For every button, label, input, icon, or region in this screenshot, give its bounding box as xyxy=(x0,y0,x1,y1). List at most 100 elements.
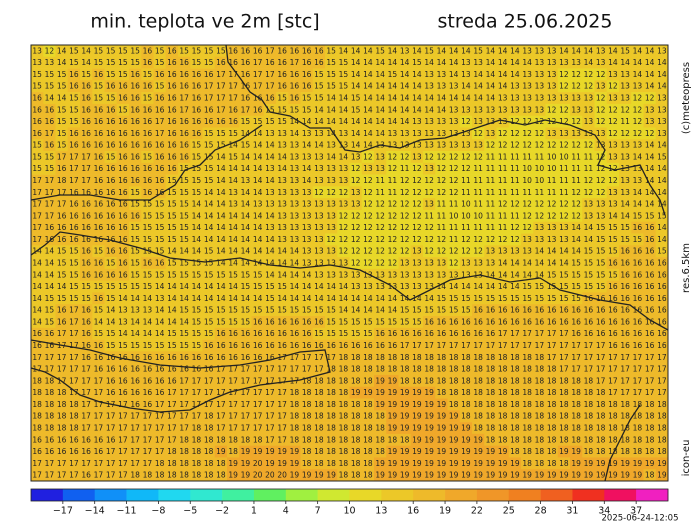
cell-value: 15 xyxy=(241,141,251,150)
colorbar-label: 31 xyxy=(566,506,578,517)
cell-value: 10 xyxy=(461,200,471,209)
cell-bg xyxy=(263,56,277,69)
cell-value: 15 xyxy=(253,306,263,315)
cell-value: 19 xyxy=(559,471,569,480)
cell-bg xyxy=(423,56,436,69)
cell-value: 18 xyxy=(547,365,557,374)
cell-value: 18 xyxy=(45,376,55,385)
cell-value: 16 xyxy=(106,223,116,232)
cell-value: 18 xyxy=(547,459,557,468)
cell-value: 17 xyxy=(94,459,104,468)
cell-value: 14 xyxy=(216,235,226,244)
cell-bg xyxy=(239,103,252,117)
cell-value: 16 xyxy=(228,58,238,67)
colorbar-segment xyxy=(94,489,127,501)
cell-value: 11 xyxy=(449,200,459,209)
cell-value: 14 xyxy=(216,247,226,256)
cell-value: 18 xyxy=(584,388,594,397)
cell-value: 14 xyxy=(290,294,300,303)
cell-value: 13 xyxy=(584,105,594,114)
cell-value: 11 xyxy=(510,164,520,173)
cell-value: 15 xyxy=(620,223,630,232)
cell-value: 19 xyxy=(620,459,630,468)
cell-value: 15 xyxy=(400,306,410,315)
cell-value: 19 xyxy=(437,423,447,432)
cell-bg xyxy=(43,80,56,93)
cell-value: 15 xyxy=(437,306,447,315)
cell-value: 17 xyxy=(216,400,226,409)
cell-value: 15 xyxy=(69,94,79,103)
cell-value: 12 xyxy=(461,235,471,244)
model: icon-eu xyxy=(681,440,692,477)
cell-value: 17 xyxy=(228,412,238,421)
cell-bg xyxy=(276,80,289,93)
cell-value: 18 xyxy=(535,400,545,409)
cell-value: 19 xyxy=(486,459,496,468)
cell-value: 13 xyxy=(326,141,336,150)
cell-value: 12 xyxy=(351,211,361,220)
cell-value: 15 xyxy=(204,129,214,138)
cell-value: 19 xyxy=(510,459,520,468)
cell-value: 15 xyxy=(351,105,361,114)
cell-value: 12 xyxy=(424,176,434,185)
cell-value: 18 xyxy=(498,400,508,409)
cell-value: 18 xyxy=(363,353,373,362)
cell-bg xyxy=(288,56,301,69)
cell-value: 14 xyxy=(633,70,643,79)
cell-value: 17 xyxy=(216,376,226,385)
cell-bg xyxy=(55,103,69,117)
cell-value: 12 xyxy=(522,141,532,150)
cell-value: 12 xyxy=(535,211,545,220)
cell-value: 12 xyxy=(559,141,569,150)
cell-value: 17 xyxy=(547,329,557,338)
cell-value: 13 xyxy=(265,200,275,209)
cell-value: 10 xyxy=(547,164,557,173)
cell-value: 18 xyxy=(522,388,532,397)
cell-value: 16 xyxy=(216,341,226,350)
cell-bg xyxy=(349,103,363,117)
cell-value: 16 xyxy=(228,353,238,362)
cell-value: 14 xyxy=(486,58,496,67)
cell-value: 17 xyxy=(216,82,226,91)
cell-value: 16 xyxy=(118,270,128,279)
cell-value: 11 xyxy=(461,223,471,232)
cell-value: 16 xyxy=(155,176,165,185)
cell-value: 15 xyxy=(216,46,226,55)
cell-value: 16 xyxy=(473,306,483,315)
cell-value: 14 xyxy=(81,46,91,55)
cell-value: 15 xyxy=(204,176,214,185)
cell-bg xyxy=(312,56,326,69)
cell-value: 12 xyxy=(498,235,508,244)
cell-value: 14 xyxy=(412,94,422,103)
cell-value: 16 xyxy=(290,82,300,91)
cell-value: 17 xyxy=(155,129,165,138)
cell-value: 14 xyxy=(339,117,349,126)
cell-value: 16 xyxy=(216,329,226,338)
cell-value: 16 xyxy=(559,317,569,326)
cell-value: 18 xyxy=(584,447,594,456)
colorbar-segment xyxy=(158,489,191,501)
colorbar-segment xyxy=(381,489,414,501)
cell-value: 17 xyxy=(253,82,263,91)
cell-value: 18 xyxy=(204,423,214,432)
cell-value: 18 xyxy=(179,435,189,444)
cell-value: 14 xyxy=(106,317,116,326)
cell-value: 14 xyxy=(473,70,483,79)
cell-value: 12 xyxy=(339,247,349,256)
cell-bg xyxy=(361,45,375,58)
cell-value: 14 xyxy=(277,152,287,161)
cell-value: 16 xyxy=(657,341,667,350)
cell-value: 17 xyxy=(241,365,251,374)
cell-value: 15 xyxy=(94,306,104,315)
cell-value: 17 xyxy=(69,329,79,338)
cell-value: 16 xyxy=(277,70,287,79)
cell-value: 16 xyxy=(167,353,177,362)
cell-value: 11 xyxy=(559,176,569,185)
cell-value: 16 xyxy=(228,105,238,114)
cell-value: 14 xyxy=(155,317,165,326)
cell-value: 19 xyxy=(412,471,422,480)
cell-value: 17 xyxy=(584,365,594,374)
cell-value: 12 xyxy=(375,247,385,256)
cell-value: 17 xyxy=(535,341,545,350)
cell-value: 14 xyxy=(547,259,557,268)
